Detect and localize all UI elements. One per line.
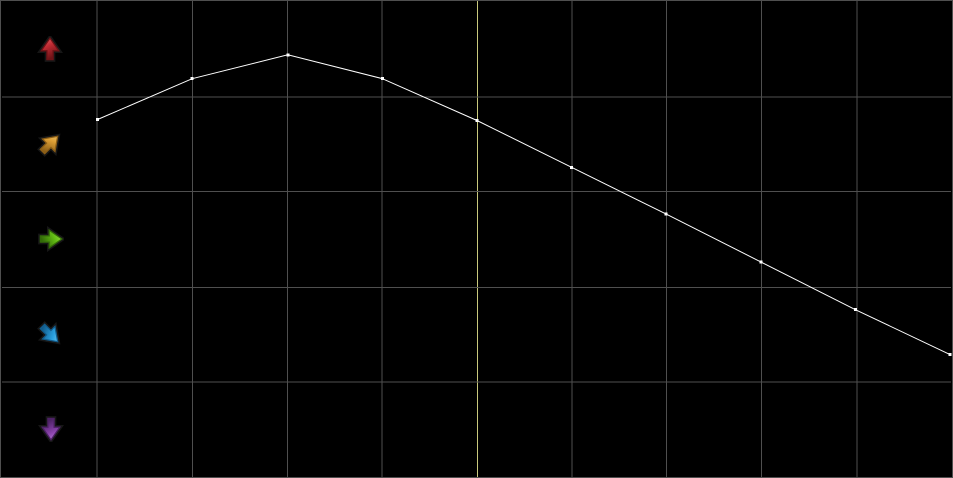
data-point-marker	[475, 119, 479, 122]
up-arrow-icon-glyph	[39, 36, 61, 61]
right-arrow-icon[interactable]	[38, 226, 64, 252]
data-point-marker	[948, 353, 952, 357]
data-point-marker	[664, 212, 668, 216]
right-arrow-icon-glyph	[39, 228, 64, 250]
down-arrow-icon[interactable]	[38, 416, 64, 442]
data-point-marker	[190, 77, 194, 81]
data-point-marker	[96, 118, 100, 121]
down-arrow-icon-glyph	[40, 417, 62, 442]
data-point-marker	[853, 308, 857, 312]
up-arrow-icon[interactable]	[37, 36, 63, 62]
data-point-marker	[286, 53, 290, 57]
data-point-marker	[380, 77, 384, 81]
down-right-arrow-icon-glyph	[39, 323, 59, 343]
data-point-marker	[570, 165, 574, 169]
up-right-arrow-icon[interactable]	[37, 131, 63, 157]
up-right-arrow-icon-glyph	[39, 135, 59, 155]
down-right-arrow-icon[interactable]	[37, 321, 63, 347]
data-polyline	[97, 54, 951, 355]
data-point-marker	[759, 260, 763, 264]
